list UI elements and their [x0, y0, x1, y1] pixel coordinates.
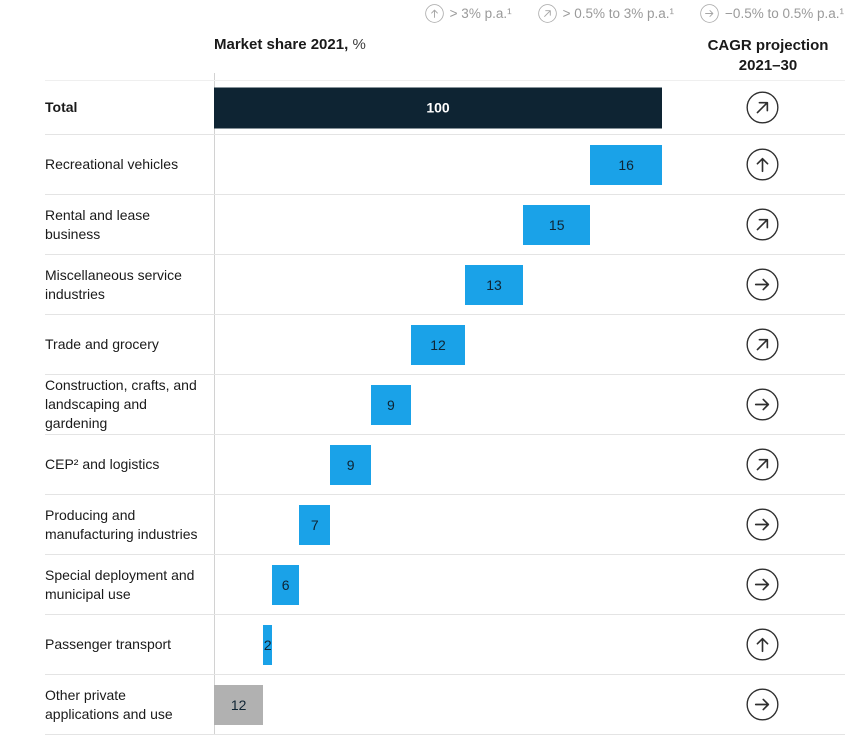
cagr-arrow-cell [671, 435, 854, 494]
bar: 6 [272, 564, 300, 605]
table-row: Producing and manufacturing industries 7 [45, 495, 845, 555]
arrow-up-circle-icon [746, 148, 779, 181]
row-chart-area: 16 [214, 135, 662, 194]
table-row: Trade and grocery 12 [45, 315, 845, 375]
bar: 15 [523, 204, 591, 245]
bar: 7 [299, 504, 331, 545]
table-row: Miscellaneous service industries 13 [45, 255, 845, 315]
arrow-up-circle-icon [424, 4, 444, 23]
row-label: Construction, crafts, and landscaping an… [45, 377, 197, 431]
chart-table: Total 100 Recreational vehicles 16 Renta… [45, 73, 845, 735]
row-chart-area: 2 [214, 615, 662, 674]
legend-item-flat-growth: −0.5% to 0.5% p.a.¹ [700, 4, 844, 23]
arrow-right-circle-icon [746, 388, 779, 421]
row-label: Special deployment and municipal use [45, 566, 195, 602]
bar-value: 2 [263, 636, 272, 653]
row-label: Recreational vehicles [45, 156, 179, 173]
arrow-diag-circle-icon [746, 328, 779, 361]
market-share-unit: % [352, 36, 366, 53]
row-chart-area: 13 [214, 255, 662, 314]
arrow-diag-circle-icon [746, 448, 779, 481]
row-chart-area: 9 [214, 375, 662, 434]
bar-value: 7 [310, 516, 319, 533]
row-chart-area: 7 [214, 495, 662, 554]
arrow-right-circle-icon [746, 508, 779, 541]
bar: 13 [464, 264, 524, 305]
row-label: Rental and lease business [45, 206, 151, 242]
bar-value: 16 [618, 156, 634, 173]
row-label: Producing and manufacturing industries [45, 506, 198, 542]
bar-value: 100 [426, 99, 450, 116]
cagr-legend: > 3% p.a.¹ > 0.5% to 3% p.a.¹ −0.5% to 0… [424, 4, 844, 23]
bar-value: 9 [387, 396, 395, 413]
market-share-title: Market share 2021, [214, 36, 349, 53]
arrow-up-right-circle-icon [537, 4, 557, 23]
row-label: Other private applications and use [45, 686, 173, 722]
cagr-arrow-cell [671, 81, 854, 134]
bar-value: 15 [548, 216, 565, 233]
arrow-right-circle-icon [700, 4, 719, 23]
arrow-right-circle-icon [746, 688, 779, 721]
bar-value: 12 [430, 336, 446, 353]
bar: 12 [214, 684, 264, 725]
bar-value: 13 [486, 276, 502, 293]
row-chart-area: 100 [214, 81, 662, 134]
row-label: Passenger transport [45, 636, 172, 653]
arrow-right-circle-icon [700, 4, 719, 23]
cagr-column-header: CAGR projection 2021–30 [707, 37, 829, 74]
cagr-arrow-cell [671, 375, 854, 434]
arrow-up-right-circle-icon [537, 4, 557, 23]
cagr-arrow-cell [671, 555, 854, 614]
row-label: Miscellaneous service industries [45, 266, 182, 302]
arrow-diag-circle-icon [746, 91, 779, 124]
arrow-up-circle-icon [746, 628, 779, 661]
cagr-arrow-cell [671, 495, 854, 554]
row-chart-area: 9 [214, 435, 662, 494]
legend-item-high-growth: > 3% p.a.¹ [424, 4, 512, 23]
legend-item-label: > 0.5% to 3% p.a.¹ [562, 6, 675, 21]
cagr-arrow-cell [671, 315, 854, 374]
table-row: Rental and lease business 15 [45, 195, 845, 255]
table-row: Construction, crafts, and landscaping an… [45, 375, 845, 435]
legend-item-label: −0.5% to 0.5% p.a.¹ [725, 6, 844, 21]
arrow-right-circle-icon [746, 568, 779, 601]
table-row: Total 100 [45, 80, 845, 135]
arrow-diag-circle-icon [746, 208, 779, 241]
bar: 9 [370, 384, 412, 425]
table-row: Other private applications and use 12 [45, 675, 845, 735]
bar: 16 [590, 144, 662, 185]
legend-item-mid-growth: > 0.5% to 3% p.a.¹ [537, 4, 675, 23]
row-label: CEP² and logistics [45, 456, 160, 473]
row-chart-area: 6 [214, 555, 662, 614]
row-chart-area: 12 [214, 675, 662, 734]
row-chart-area: 15 [214, 195, 662, 254]
table-row: Special deployment and municipal use 6 [45, 555, 845, 615]
cagr-arrow-cell [671, 675, 854, 734]
row-label: Total [45, 99, 78, 116]
bar: 2 [263, 624, 273, 665]
arrow-up-circle-icon [424, 4, 444, 23]
market-share-column-header: Market share 2021, % [214, 36, 366, 53]
bar: 100 [214, 87, 662, 128]
cagr-arrow-cell [671, 615, 854, 674]
cagr-arrow-cell [671, 255, 854, 314]
legend-item-label: > 3% p.a.¹ [449, 6, 512, 21]
cagr-arrow-cell [671, 195, 854, 254]
table-row: CEP² and logistics 9 [45, 435, 845, 495]
table-row: Passenger transport 2 [45, 615, 845, 675]
bar-value: 9 [346, 456, 355, 473]
cagr-arrow-cell [671, 135, 854, 194]
row-chart-area: 12 [214, 315, 662, 374]
bar-value: 6 [281, 576, 290, 593]
arrow-right-circle-icon [746, 268, 779, 301]
row-label: Trade and grocery [45, 336, 159, 353]
bar-value: 12 [230, 696, 247, 713]
bar: 9 [330, 444, 371, 485]
table-row: Recreational vehicles 16 [45, 135, 845, 195]
bar: 12 [411, 324, 465, 365]
